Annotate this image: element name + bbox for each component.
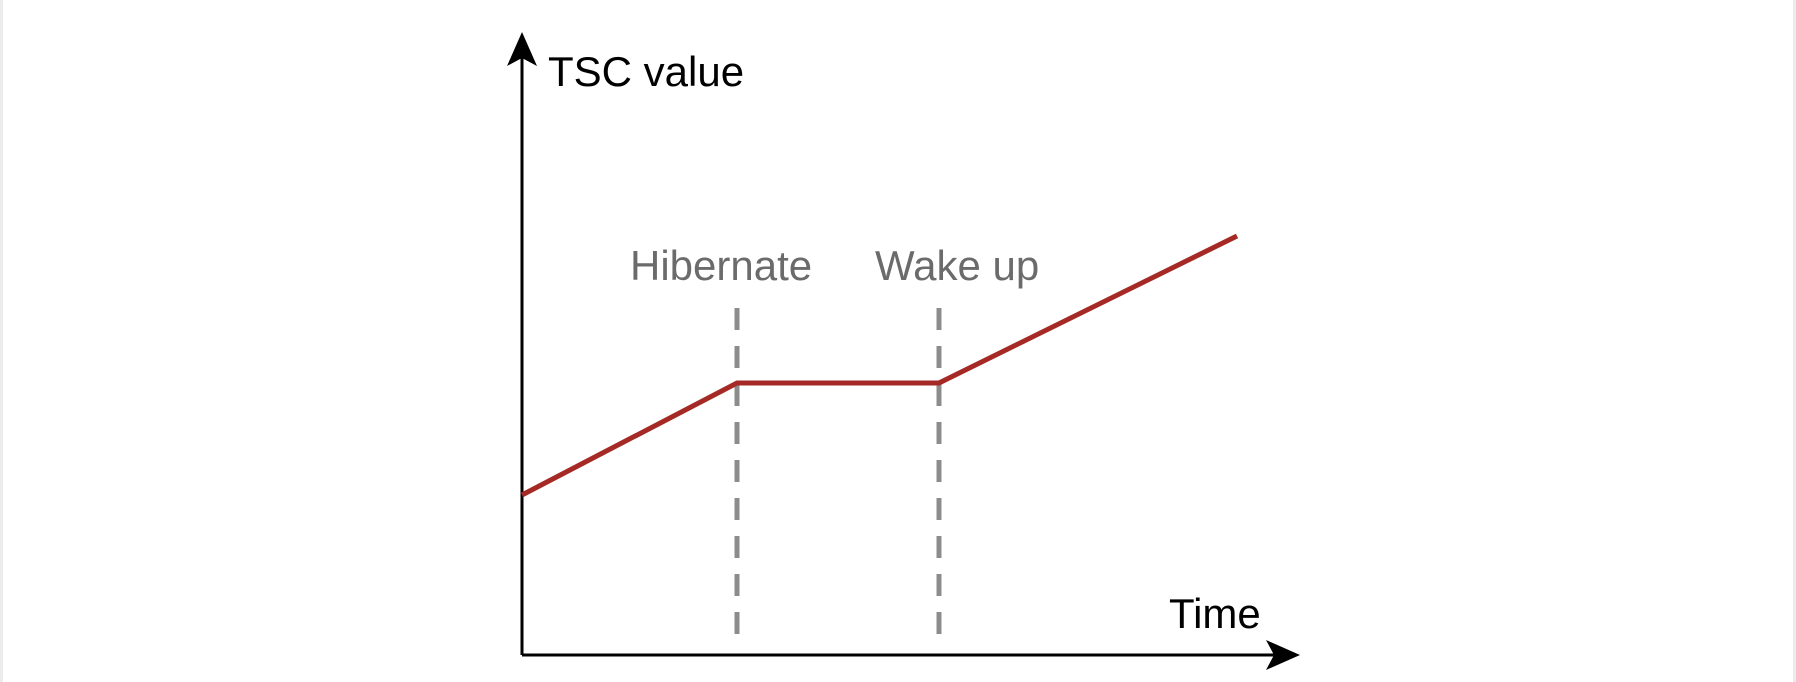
y-axis-label: TSC value [548,48,744,95]
right-border [1793,0,1796,682]
x-axis-arrowhead [1266,640,1300,670]
left-border [0,0,3,682]
y-axis-arrowhead [507,32,537,66]
tsc-value-line [520,233,1239,498]
wake-up-label: Wake up [875,242,1039,289]
hibernate-label: Hibernate [630,242,812,289]
x-axis-label: Time [1169,590,1261,637]
